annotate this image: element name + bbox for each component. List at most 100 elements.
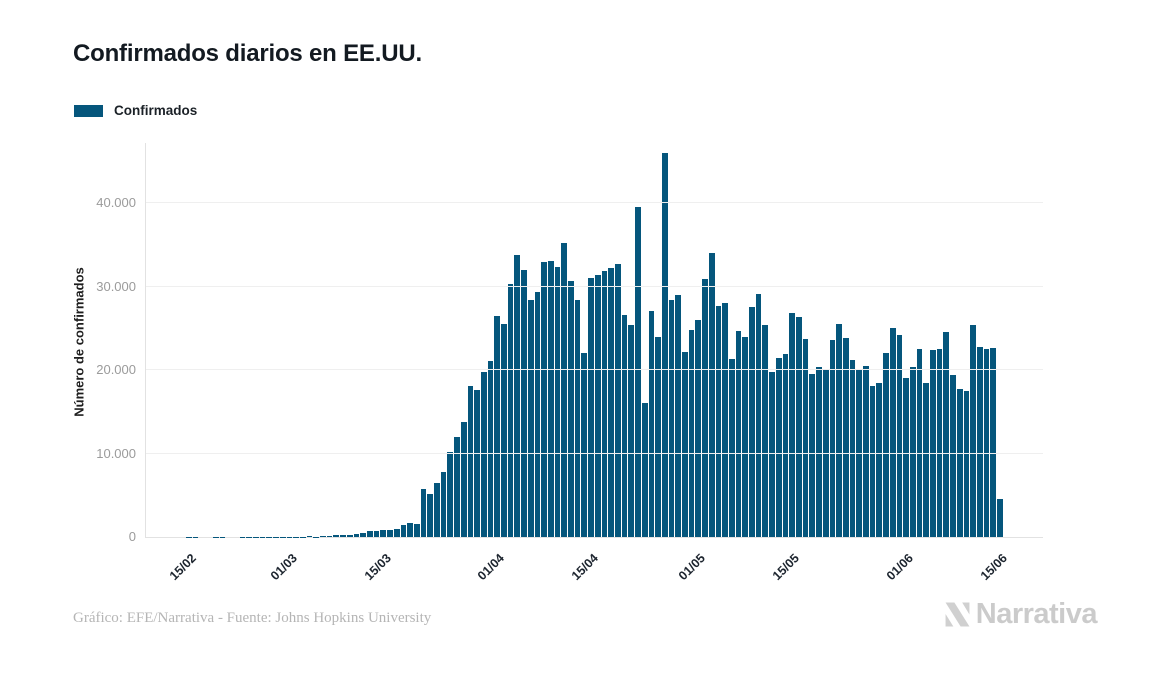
bar (722, 303, 728, 537)
bar (326, 536, 333, 537)
bar (447, 451, 454, 537)
bar (487, 361, 494, 537)
bar (923, 382, 930, 537)
legend: Confirmados (74, 103, 197, 118)
legend-swatch (74, 104, 103, 117)
y-tick-label: 20.000 (96, 362, 136, 377)
bar (769, 371, 775, 537)
legend-label: Confirmados (114, 103, 198, 118)
bar (440, 471, 447, 537)
bar (896, 335, 903, 537)
bar (534, 291, 541, 537)
narrativa-logo-text: Narrativa (975, 598, 1098, 630)
bar (997, 499, 1003, 537)
bar (306, 536, 313, 537)
gridline (146, 452, 1043, 454)
bar (346, 534, 353, 537)
bar (601, 271, 608, 537)
bar (454, 436, 460, 537)
x-tick-label: 01/04 (475, 551, 508, 584)
bar (480, 371, 487, 537)
y-tick-label: 40.000 (96, 195, 136, 210)
bar (889, 327, 896, 537)
bar (963, 390, 970, 537)
bar-chart-plot-area: 0 10.000 20.000 30.000 40.000 15/02 01/03 15/03… (96, 143, 1043, 583)
x-tick-label: 15/02 (167, 551, 200, 584)
bar (742, 336, 749, 537)
bar (876, 383, 883, 537)
bar (869, 385, 876, 537)
bar (594, 274, 601, 537)
bar (615, 264, 621, 537)
narrativa-logo-icon (945, 602, 970, 627)
bar (407, 522, 413, 537)
bar (802, 339, 809, 537)
bar (863, 366, 869, 537)
narrativa-brand: Narrativa (944, 598, 1098, 631)
bars-container (186, 143, 1003, 537)
bar (581, 352, 588, 537)
bar (903, 377, 909, 537)
bar (682, 352, 688, 537)
bar (708, 253, 715, 537)
bar (755, 293, 762, 537)
bar (501, 324, 507, 537)
bar (990, 348, 997, 537)
bar (467, 385, 474, 537)
bar (883, 352, 889, 537)
x-tick-label: 15/06 (977, 551, 1010, 584)
x-tick-label: 01/06 (883, 551, 916, 584)
bar (829, 339, 836, 537)
bar (936, 348, 943, 537)
bar (695, 320, 702, 537)
bar (333, 535, 340, 537)
bar (842, 338, 849, 537)
bar (521, 269, 527, 537)
bar (661, 153, 668, 537)
x-tick-label: 15/05 (769, 551, 802, 584)
x-tick-label: 01/05 (676, 551, 709, 584)
x-tick-label: 15/03 (361, 551, 394, 584)
bar (621, 315, 628, 537)
bar (688, 329, 695, 537)
bar (360, 532, 366, 537)
bar (608, 267, 614, 537)
bar (628, 324, 635, 537)
bar (588, 277, 594, 537)
bar (635, 206, 641, 537)
bar (434, 483, 440, 537)
bar (782, 353, 789, 537)
bar (976, 346, 983, 537)
bar (930, 349, 936, 537)
bar (413, 524, 420, 537)
source-credit: Gráfico: EFE/Narrativa - Fuente: Johns H… (73, 610, 432, 626)
bar (950, 375, 956, 537)
bar (494, 315, 501, 537)
bar (474, 389, 480, 537)
bar (387, 529, 393, 537)
bar (916, 349, 923, 537)
bar (514, 254, 521, 537)
bar (507, 284, 514, 537)
bar (675, 295, 682, 537)
bar (970, 324, 976, 537)
bar (366, 531, 373, 537)
bar (775, 358, 782, 537)
bar (547, 261, 554, 537)
bar (956, 389, 963, 537)
bar (735, 330, 742, 537)
bar (393, 528, 400, 537)
y-tick-label: 30.000 (96, 278, 136, 294)
bar (353, 533, 360, 537)
bar (715, 305, 722, 537)
page-title: Confirmados diarios en EE.UU. (73, 40, 422, 67)
bar (373, 530, 380, 537)
bar (943, 331, 950, 537)
bar (668, 299, 675, 537)
bar (648, 311, 655, 537)
bar (340, 534, 346, 537)
bar (702, 279, 708, 537)
bar (809, 373, 816, 537)
x-tick-label: 15/04 (569, 551, 602, 584)
bar (849, 360, 856, 537)
